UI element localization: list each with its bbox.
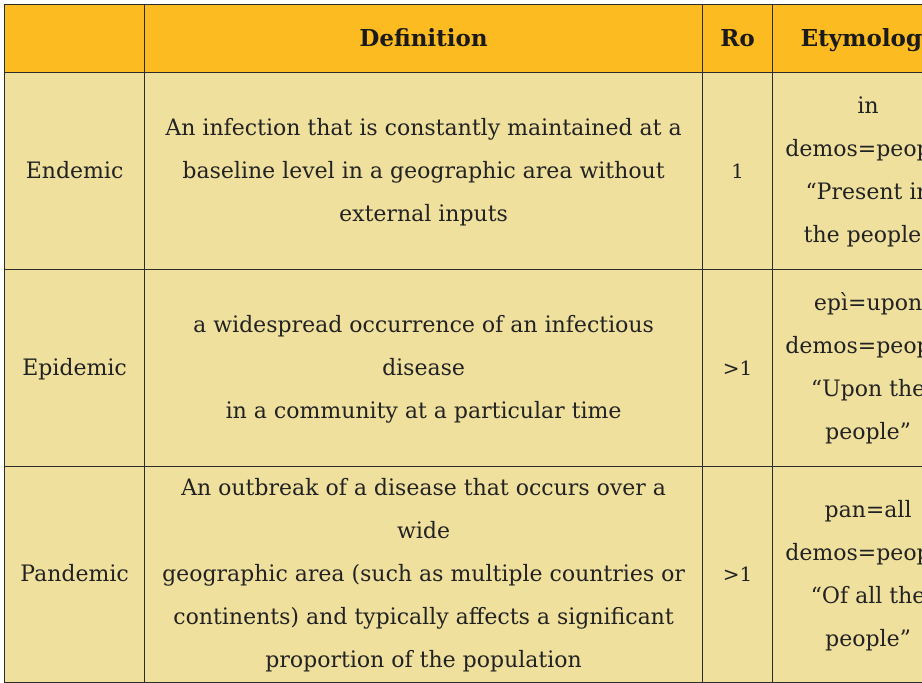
etymology-line: “Present in: [777, 171, 922, 214]
definition-cell: An outbreak of a disease that occurs ove…: [145, 467, 703, 683]
definition-line: An outbreak of a disease that occurs ove…: [155, 467, 692, 553]
etymology-line: people”: [777, 411, 922, 454]
etymology-cell: epì=upon demos=people “Upon the people”: [773, 270, 922, 467]
ro-cell: 1: [703, 73, 773, 270]
etymology-line: “Upon the: [777, 368, 922, 411]
header-ro-cell: Ro: [703, 5, 773, 73]
etymology-line: the people”: [777, 214, 922, 257]
disease-spread-table-container: Definition Ro Etymology Endemic An infec…: [4, 4, 916, 664]
etymology-line: demos=people: [777, 325, 922, 368]
disease-spread-table: Definition Ro Etymology Endemic An infec…: [4, 4, 922, 683]
definition-line: continents) and typically affects a sign…: [155, 596, 692, 639]
header-row: Definition Ro Etymology: [5, 5, 922, 73]
term-cell: Endemic: [5, 73, 145, 270]
definition-line: proportion of the population: [155, 639, 692, 682]
definition-cell: An infection that is constantly maintain…: [145, 73, 703, 270]
definition-line: baseline level in a geographic area with…: [155, 150, 692, 193]
table-row-epidemic: Epidemic a widespread occurrence of an i…: [5, 270, 922, 467]
ro-cell: >1: [703, 270, 773, 467]
ro-value: 1: [731, 159, 744, 183]
term-cell: Pandemic: [5, 467, 145, 683]
definition-line: a widespread occurrence of an infectious…: [155, 304, 692, 390]
header-etymology-cell: Etymology: [773, 5, 922, 73]
etymology-line: pan=all: [777, 489, 922, 532]
ro-cell: >1: [703, 467, 773, 683]
definition-line: external inputs: [155, 193, 692, 236]
etymology-line: demos=people: [777, 532, 922, 575]
header-term-cell: [5, 5, 145, 73]
definition-line: An infection that is constantly maintain…: [155, 107, 692, 150]
term-cell: Epidemic: [5, 270, 145, 467]
etymology-cell: in demos=people “Present in the people”: [773, 73, 922, 270]
definition-line: geographic area (such as multiple countr…: [155, 553, 692, 596]
table-row-endemic: Endemic An infection that is constantly …: [5, 73, 922, 270]
ro-value: >1: [723, 562, 752, 586]
definition-cell: a widespread occurrence of an infectious…: [145, 270, 703, 467]
table-row-pandemic: Pandemic An outbreak of a disease that o…: [5, 467, 922, 683]
etymology-line: people”: [777, 618, 922, 661]
etymology-line: in: [777, 85, 922, 128]
etymology-line: demos=people: [777, 128, 922, 171]
etymology-line: “Of all the: [777, 575, 922, 618]
etymology-line: epì=upon: [777, 282, 922, 325]
definition-line: in a community at a particular time: [155, 390, 692, 433]
ro-value: >1: [723, 356, 752, 380]
etymology-cell: pan=all demos=people “Of all the people”: [773, 467, 922, 683]
header-definition-cell: Definition: [145, 5, 703, 73]
